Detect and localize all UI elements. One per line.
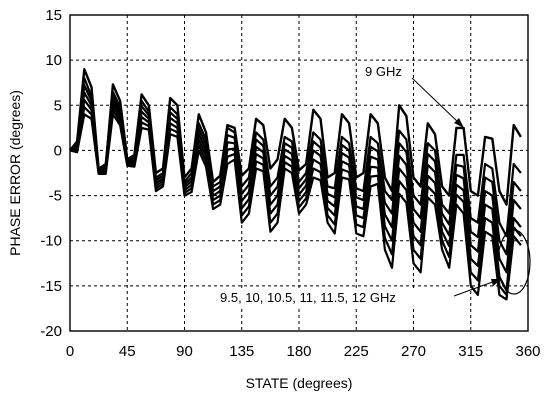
y-tick-labels: 15 10 5 0 -5 -10 -15 -20 xyxy=(40,7,62,340)
y-tick-label: -20 xyxy=(40,323,62,340)
annotation-multi-ghz: 9.5, 10, 10.5, 11, 11.5, 12 GHz xyxy=(220,290,396,305)
annotation-multi-arrow xyxy=(453,279,499,297)
y-tick-label: 0 xyxy=(54,142,62,159)
x-tick-label: 90 xyxy=(176,343,193,360)
y-tick-label: -5 xyxy=(49,188,62,205)
annotation-multi-arrowhead xyxy=(491,279,502,286)
annotation-ellipse xyxy=(497,229,531,295)
annotation-9ghz-arrow xyxy=(411,77,461,125)
x-axis-label: STATE (degrees) xyxy=(246,375,353,391)
x-tick-label: 270 xyxy=(401,343,426,360)
annotation-9ghz-arrowhead xyxy=(454,118,464,128)
grid-lines xyxy=(70,15,528,331)
x-tick-label: 0 xyxy=(66,343,74,360)
y-tick-label: 10 xyxy=(45,52,62,69)
x-tick-labels: 0 45 90 135 180 225 270 315 360 xyxy=(66,343,541,360)
y-tick-label: 5 xyxy=(54,97,62,114)
x-tick-label: 45 xyxy=(119,343,136,360)
x-tick-label: 315 xyxy=(458,343,483,360)
x-tick-label: 225 xyxy=(344,343,369,360)
y-tick-label: -15 xyxy=(40,278,62,295)
series-line-6 xyxy=(69,113,522,301)
x-tick-label: 360 xyxy=(515,343,540,360)
annotation-9ghz: 9 GHz xyxy=(365,64,402,79)
annotation-multi-bg xyxy=(214,288,460,306)
y-tick-label: -10 xyxy=(40,233,62,250)
y-axis-label: PHASE ERROR (degrees) xyxy=(7,90,23,256)
x-tick-label: 180 xyxy=(286,343,311,360)
plot-frame xyxy=(69,14,529,332)
series-line-0 xyxy=(69,67,522,206)
x-tick-label: 135 xyxy=(229,343,254,360)
y-tick-label: 15 xyxy=(45,7,62,24)
series-lines xyxy=(69,67,522,301)
